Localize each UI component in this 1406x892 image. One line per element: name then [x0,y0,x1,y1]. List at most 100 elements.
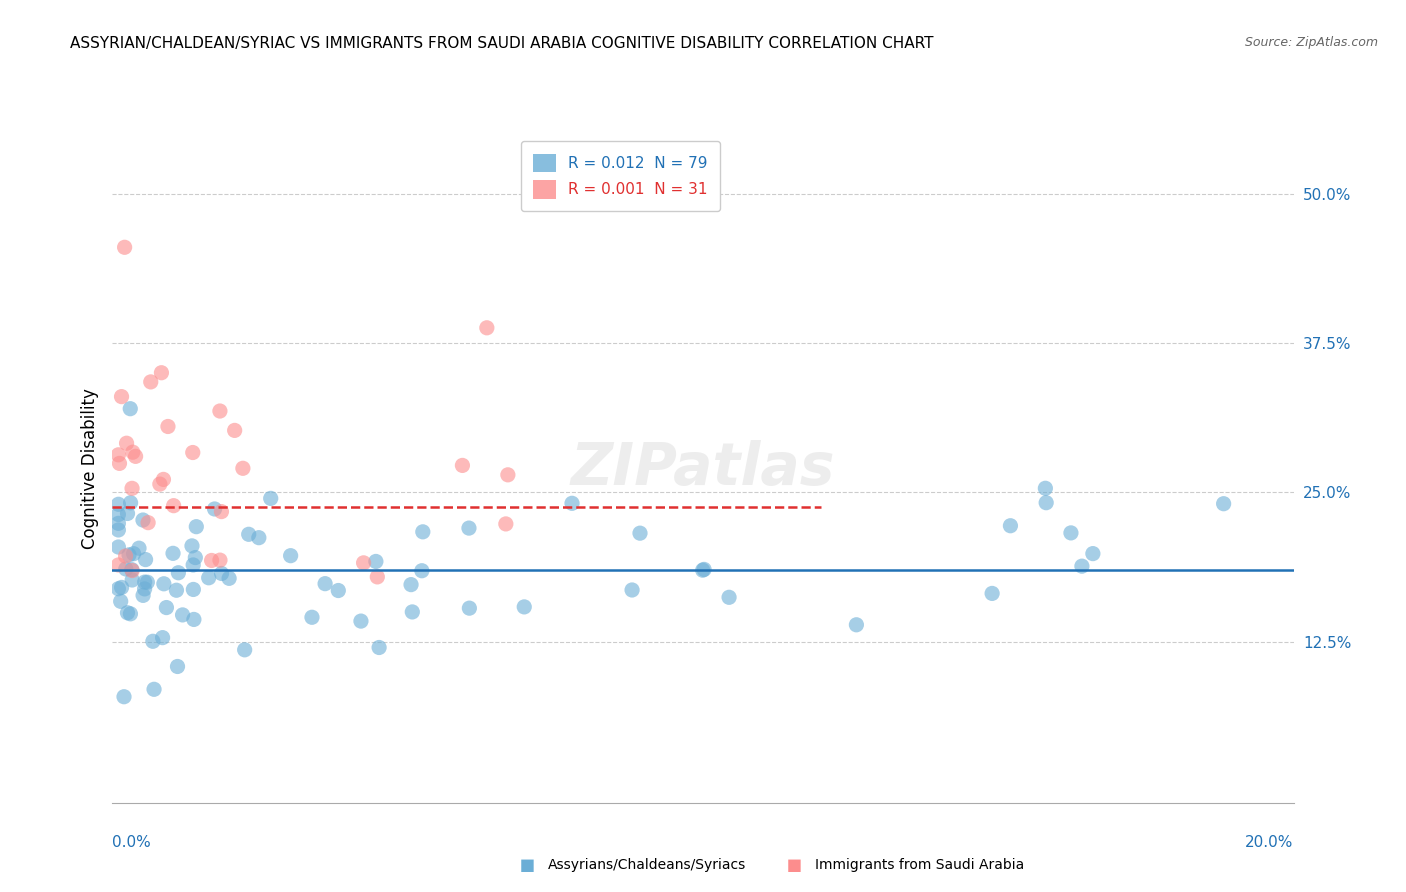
Point [152,472,174,486]
Point [162,546,184,560]
Point [107,508,129,522]
Point [107,497,129,511]
Legend: R = 0.012  N = 79, R = 0.001  N = 31: R = 0.012 N = 79, R = 0.001 N = 31 [520,142,720,211]
Point [981,586,1004,600]
Point [260,491,283,506]
Point [368,640,391,655]
Point [233,642,256,657]
Point [328,583,350,598]
Point [184,550,207,565]
Point [110,594,132,608]
Point [692,563,714,577]
Point [128,541,150,556]
Point [156,419,179,434]
Point [183,582,205,597]
Point [162,499,184,513]
Point [845,617,868,632]
Text: 20.0%: 20.0% [1246,836,1294,850]
Point [118,548,141,562]
Point [134,582,156,596]
Point [122,547,145,561]
Point [232,461,254,475]
Point [218,571,240,585]
Point [475,320,498,334]
Point [350,614,373,628]
Point [132,513,155,527]
Point [495,516,517,531]
Point [183,612,205,626]
Point [120,496,142,510]
Point [107,540,129,554]
Point [1035,496,1057,510]
Point [107,523,129,537]
Point [114,549,136,563]
Text: Immigrants from Saudi Arabia: Immigrants from Saudi Arabia [815,858,1025,872]
Point [167,566,190,580]
Point [1212,497,1234,511]
Point [121,445,143,459]
Point [107,558,129,572]
Point [181,539,204,553]
Point [496,467,519,482]
Point [149,477,172,491]
Text: ZIPatlas: ZIPatlas [571,440,835,497]
Point [139,375,162,389]
Point [1070,559,1092,574]
Point [124,450,146,464]
Point [1000,518,1022,533]
Point [208,404,231,418]
Point [112,690,135,704]
Point [458,601,481,615]
Point [197,571,219,585]
Point [114,562,136,576]
Point [155,600,177,615]
Point [121,564,143,578]
Point [201,553,224,567]
Text: ▪: ▪ [519,854,536,877]
Y-axis label: Cognitive Disability: Cognitive Disability [80,388,98,549]
Point [451,458,474,473]
Point [301,610,323,624]
Point [110,581,132,595]
Point [121,573,143,587]
Point [1081,547,1104,561]
Point [412,524,434,539]
Point [152,631,174,645]
Point [117,606,139,620]
Point [401,605,423,619]
Point [153,576,176,591]
Point [143,682,166,697]
Point [115,436,138,450]
Point [458,521,481,535]
Text: ASSYRIAN/CHALDEAN/SYRIAC VS IMMIGRANTS FROM SAUDI ARABIA COGNITIVE DISABILITY CO: ASSYRIAN/CHALDEAN/SYRIAC VS IMMIGRANTS F… [70,36,934,51]
Point [718,591,741,605]
Point [513,599,536,614]
Point [628,526,651,541]
Point [208,553,231,567]
Point [121,563,143,577]
Point [204,502,226,516]
Point [121,481,143,495]
Text: 0.0%: 0.0% [112,836,152,850]
Point [136,575,159,590]
Point [134,575,156,590]
Point [136,516,159,530]
Point [399,577,422,591]
Point [621,582,644,597]
Point [561,496,583,510]
Point [107,582,129,596]
Point [181,558,204,572]
Point [165,583,187,598]
Point [314,576,336,591]
Point [693,562,716,576]
Point [110,390,132,404]
Point [150,366,173,380]
Point [224,424,246,438]
Point [107,516,129,531]
Point [120,607,142,621]
Point [108,456,131,470]
Point [353,556,375,570]
Point [107,448,129,462]
Text: Assyrians/Chaldeans/Syriacs: Assyrians/Chaldeans/Syriacs [548,858,747,872]
Point [1060,525,1083,540]
